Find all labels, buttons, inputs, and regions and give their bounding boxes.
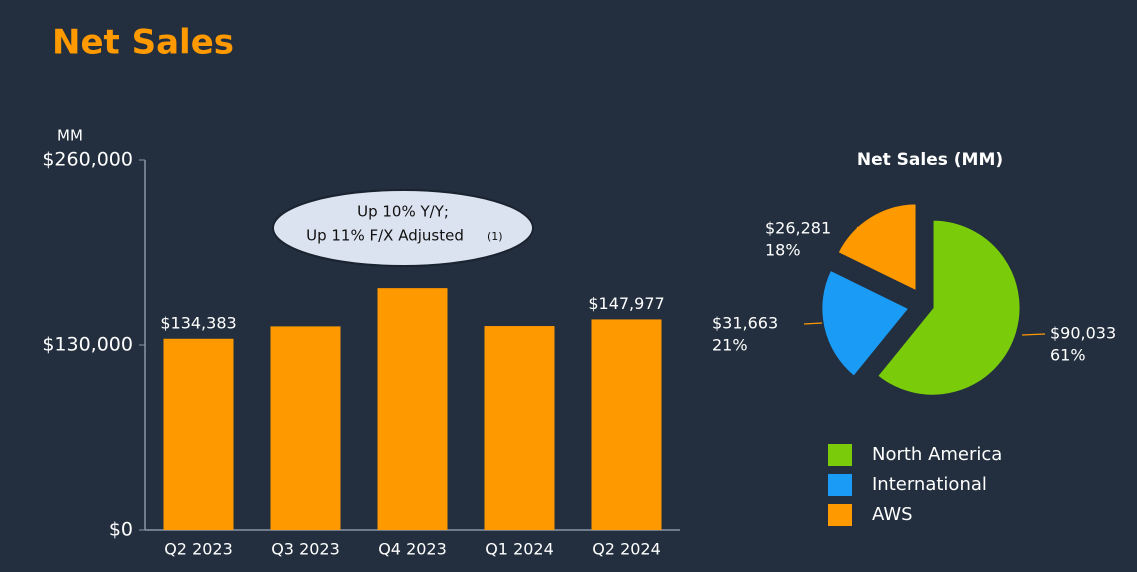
slide-title: Net Sales [52, 23, 234, 63]
leader-line [1021, 333, 1046, 336]
value-label: $147,977 [588, 294, 664, 313]
y-tick-label: $130,000 [42, 334, 133, 356]
leader-line [856, 226, 863, 231]
annotation-line: Up 10% Y/Y; [357, 203, 449, 221]
slice-share-label: 18% [765, 241, 801, 260]
slice-value-label: $26,281 [765, 219, 831, 238]
legend-swatch [828, 444, 852, 466]
y-tick-label: $260,000 [42, 149, 133, 171]
annotation-line: Up 11% F/X Adjusted [306, 227, 464, 245]
legend-label: North America [872, 444, 1002, 465]
x-tick-label: Q2 2023 [164, 540, 233, 559]
legend-swatch [828, 474, 852, 496]
pie-title: Net Sales (MM) [857, 150, 1003, 170]
slice-value-label: $31,663 [712, 314, 778, 333]
slice-share-label: 21% [712, 336, 748, 355]
y-axis-label: MM [57, 127, 83, 145]
pie-slice [820, 268, 911, 379]
bar [377, 288, 448, 530]
leader-line [803, 322, 823, 325]
annotation-note: (1) [487, 230, 503, 243]
x-tick-label: Q2 2024 [592, 540, 661, 559]
annotation-bubble [272, 189, 534, 267]
x-tick-label: Q1 2024 [485, 540, 554, 559]
bar [591, 319, 662, 530]
bar [484, 326, 555, 530]
bar [270, 326, 341, 530]
legend-label: AWS [872, 504, 913, 525]
slice-share-label: 61% [1050, 346, 1086, 365]
x-tick-label: Q3 2023 [271, 540, 340, 559]
pie-slice [875, 218, 1022, 397]
legend-label: International [872, 474, 987, 495]
x-tick-label: Q4 2023 [378, 540, 447, 559]
pie-slice [836, 202, 918, 294]
slice-value-label: $90,033 [1050, 324, 1116, 343]
legend-swatch [828, 504, 852, 526]
y-tick-label: $0 [109, 519, 133, 541]
bar [163, 338, 234, 530]
value-label: $134,383 [160, 313, 236, 332]
